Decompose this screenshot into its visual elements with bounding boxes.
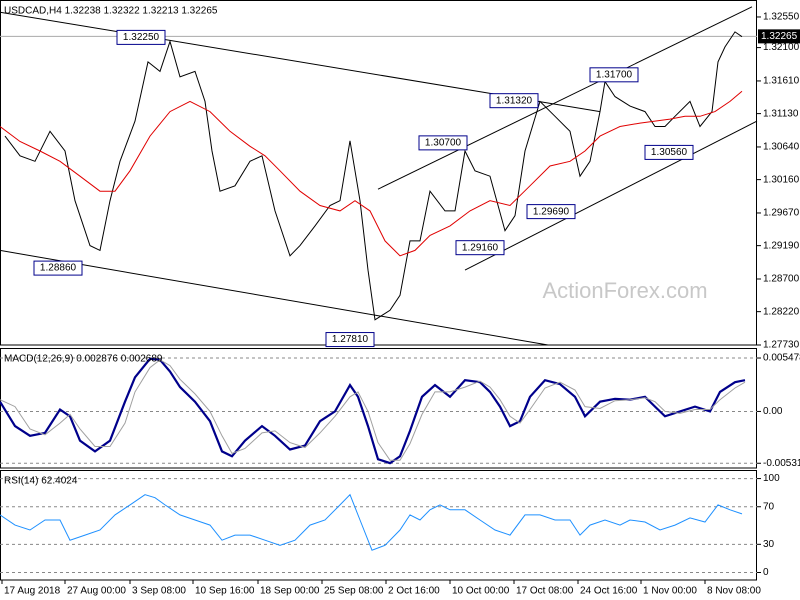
trend-line	[464, 120, 758, 271]
price-annotation-box	[526, 204, 576, 220]
x-tick-label: 10 Oct 00:00	[452, 586, 510, 597]
y-tick-label: 1.30160	[763, 174, 800, 185]
price-annotation: 1.29690	[533, 206, 570, 217]
price-annotation: 1.30700	[425, 138, 462, 149]
x-tick-label: 25 Sep 08:00	[324, 586, 384, 597]
price-annotation-box	[589, 67, 639, 83]
trend-line	[0, 249, 549, 346]
current-price-box	[758, 29, 800, 44]
panel-frame	[0, 348, 757, 469]
y-tick-label: 0.005478	[763, 353, 800, 364]
price-annotation-box	[455, 240, 505, 256]
price-annotation: 1.31700	[596, 69, 633, 80]
price-annotation-box	[116, 29, 166, 45]
y-tick-label: 1.29670	[763, 208, 800, 219]
y-tick-label: 0	[763, 567, 769, 578]
price-annotation-box	[33, 260, 83, 276]
series-line	[0, 493, 743, 551]
price-annotation-box	[418, 135, 468, 151]
panel-frame	[0, 0, 757, 346]
x-tick-label: 1 Nov 00:00	[643, 586, 697, 597]
price-annotation: 1.31320	[496, 95, 533, 106]
x-tick-label: 18 Sep 00:00	[260, 586, 320, 597]
panel-title: USDCAD,H4 1.32238 1.32322 1.32213 1.3226…	[4, 6, 218, 17]
x-tick-label: 8 Nov 08:00	[707, 586, 761, 597]
y-tick-label: 1.31610	[763, 76, 800, 87]
panel-frame	[0, 470, 757, 581]
y-tick-label: 1.32550	[763, 12, 800, 23]
x-tick-label: 10 Sep 16:00	[195, 586, 255, 597]
price-annotation: 1.30560	[651, 147, 688, 158]
x-tick-label: 3 Sep 08:00	[132, 586, 186, 597]
current-price-label: 1.32265	[761, 31, 798, 42]
y-tick-label: 1.32100	[763, 42, 800, 53]
panel-title: RSI(14) 62.4024	[4, 476, 78, 487]
price-annotation: 1.32250	[123, 32, 160, 43]
trend-line	[377, 6, 753, 190]
y-tick-label: 70	[763, 501, 775, 512]
y-tick-label: -0.005314	[763, 458, 800, 469]
price-annotation: 1.29160	[462, 242, 499, 253]
x-tick-label: 2 Oct 16:00	[388, 586, 440, 597]
price-annotation-box	[325, 332, 375, 348]
x-tick-label: 17 Oct 08:00	[516, 586, 574, 597]
y-tick-label: 1.28700	[763, 274, 800, 285]
series-line	[0, 90, 743, 257]
y-tick-label: 1.27730	[763, 340, 800, 351]
x-tick-label: 27 Aug 00:00	[67, 586, 126, 597]
y-tick-label: 1.29190	[763, 240, 800, 251]
y-tick-label: 1.30640	[763, 142, 800, 153]
panel-title: MACD(12,26,9) 0.002876 0.002689	[4, 354, 163, 365]
y-tick-label: 1.31130	[763, 108, 799, 119]
series-line	[0, 359, 746, 461]
series-line	[0, 357, 746, 465]
y-tick-label: 30	[763, 539, 775, 550]
series-line	[4, 31, 743, 321]
x-tick-label: 17 Aug 2018	[4, 586, 61, 597]
watermark: ActionForex.com	[542, 278, 707, 303]
price-annotation: 1.28860	[40, 263, 77, 274]
y-tick-label: 100	[763, 473, 780, 484]
x-tick-label: 24 Oct 16:00	[580, 586, 638, 597]
price-annotation-box	[644, 144, 694, 160]
price-annotation-box	[489, 93, 539, 109]
y-tick-label: 0.00	[763, 406, 783, 417]
price-annotation: 1.27810	[332, 334, 369, 345]
y-tick-label: 1.28220	[763, 306, 800, 317]
